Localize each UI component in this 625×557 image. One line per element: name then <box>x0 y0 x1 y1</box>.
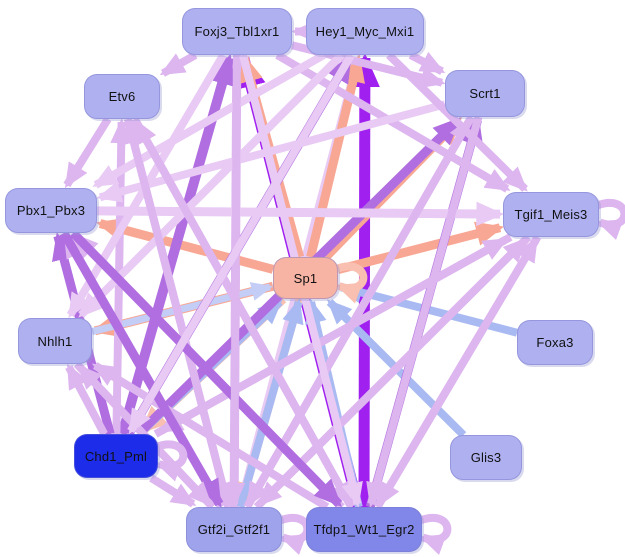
edge <box>336 221 505 274</box>
edge <box>375 234 542 508</box>
edge <box>149 474 197 508</box>
node-label: Etv6 <box>108 89 136 104</box>
edge <box>127 52 355 435</box>
self-loop-edge <box>154 440 188 482</box>
node-label: Glis3 <box>470 450 502 465</box>
node-label: Sp1 <box>293 270 318 286</box>
node-hey1-myc-mxi1[interactable]: Hey1_Myc_Mxi1 <box>306 8 424 55</box>
node-glis3[interactable]: Glis3 <box>450 435 522 480</box>
edge <box>78 52 345 318</box>
node-label: Foxa3 <box>536 335 574 350</box>
edge <box>223 54 246 508</box>
node-label: Pbx1_Pbx3 <box>16 203 86 218</box>
edge <box>63 116 112 189</box>
edge <box>59 230 224 508</box>
self-loop-edge <box>595 199 625 240</box>
edge <box>123 117 233 508</box>
self-loop-edge <box>334 262 368 304</box>
edge <box>236 298 304 509</box>
edge <box>408 51 446 75</box>
edge <box>157 233 513 435</box>
node-label: Tgif1_Meis3 <box>514 207 588 222</box>
node-label: Hey1_Myc_Mxi1 <box>315 24 415 39</box>
edge <box>245 115 475 508</box>
node-label: Foxj3_Tbl1xr1 <box>194 24 280 39</box>
edge <box>96 201 505 227</box>
edge <box>69 229 343 508</box>
node-etv6[interactable]: Etv6 <box>84 74 160 119</box>
node-nhlh1[interactable]: Nhlh1 <box>18 318 92 364</box>
node-label: Nhlh1 <box>37 333 73 349</box>
node-tfdp1-wt1-egr2[interactable]: Tfdp1_Wt1_Egr2 <box>306 507 422 552</box>
node-scrt1[interactable]: Scrt1 <box>445 70 525 117</box>
node-chd1-pml[interactable]: Chd1_Pml <box>74 434 158 478</box>
edge <box>256 234 532 507</box>
node-sp1[interactable]: Sp1 <box>273 257 338 299</box>
edge <box>386 52 528 192</box>
node-gtf2i-gtf2f1[interactable]: Gtf2i_Gtf2f1 <box>186 507 282 552</box>
edge <box>131 117 354 508</box>
edge <box>96 100 447 203</box>
edge <box>95 217 275 274</box>
node-foxj3-tbl1xr1[interactable]: Foxj3_Tbl1xr1 <box>182 8 292 55</box>
self-loop-edge <box>418 514 452 555</box>
node-tgif1-meis3[interactable]: Tgif1_Meis3 <box>503 192 599 237</box>
node-label: Tfdp1_Wt1_Egr2 <box>313 522 415 537</box>
edge <box>306 53 365 259</box>
node-label: Chd1_Pml <box>84 448 148 464</box>
edge <box>65 363 108 436</box>
node-label: Gtf2i_Gtf2f1 <box>197 522 271 537</box>
edge <box>92 51 326 189</box>
node-pbx1-pbx3[interactable]: Pbx1_Pbx3 <box>5 188 97 233</box>
edge <box>159 51 198 77</box>
node-foxa3[interactable]: Foxa3 <box>517 320 593 365</box>
edge <box>366 115 483 508</box>
node-label: Scrt1 <box>469 86 501 101</box>
